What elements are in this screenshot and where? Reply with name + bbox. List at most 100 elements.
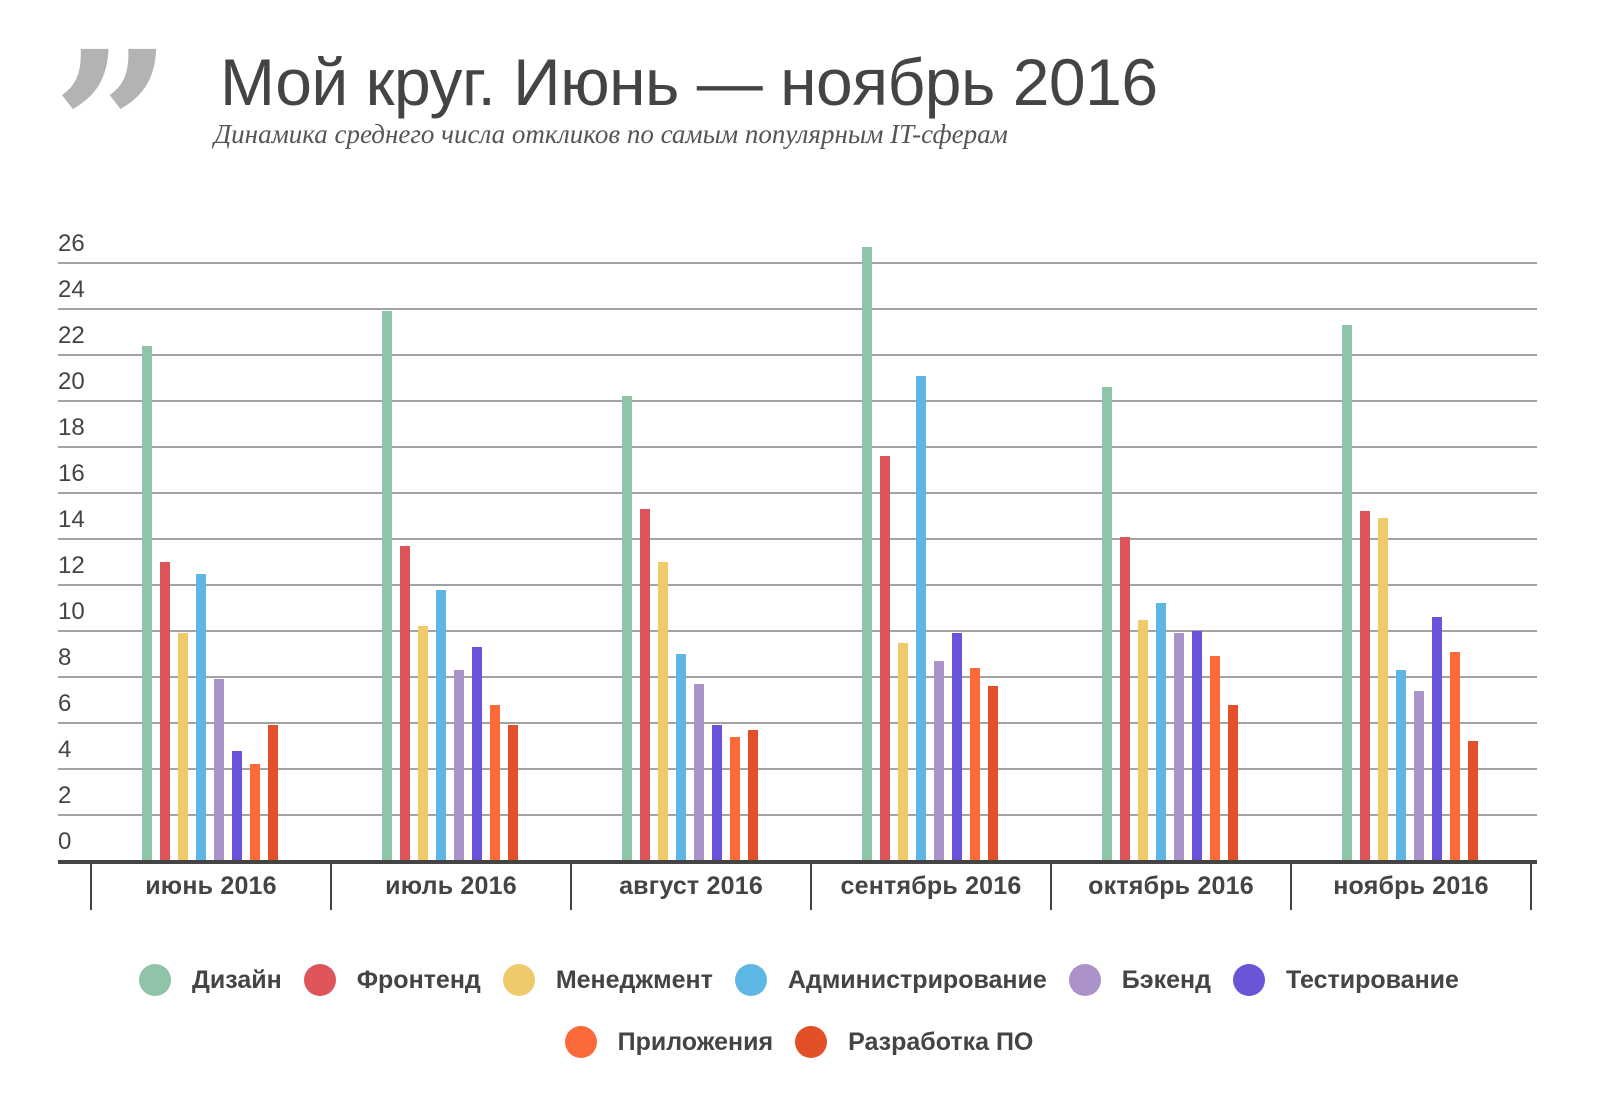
chart-title: Мой круг. Июнь — ноябрь 2016 (220, 45, 1158, 119)
y-axis-tick-label: 18 (58, 414, 85, 441)
bar-6-8 (1468, 741, 1478, 861)
x-axis-tick (1290, 862, 1292, 910)
x-axis-category-label: июнь 2016 (145, 872, 277, 900)
bar-2-3 (418, 626, 428, 861)
legend-item: Менеджмент (502, 964, 713, 996)
bar-5-6 (1192, 631, 1202, 861)
y-axis-tick-label: 22 (58, 322, 85, 349)
legend-item: Приложения (564, 1026, 774, 1058)
x-axis-category-label: август 2016 (619, 872, 763, 900)
y-axis-tick-label: 26 (58, 230, 85, 257)
gridline (58, 768, 1537, 770)
bar-2-7 (490, 704, 500, 861)
bar-chart-plot-area: 0 2 4 6 8 10 12 14 16 18 20 22 24 26 июнь 2016 июль 201… (58, 230, 1537, 910)
chart-subtitle: Динамика среднего числа откликов по самы… (214, 119, 1008, 149)
legend-item: Администрирование (734, 964, 1047, 996)
legend-label: Фронтенд (356, 965, 481, 994)
bar-3-1 (622, 396, 632, 861)
bar-6-6 (1432, 617, 1442, 861)
x-axis-tick (570, 862, 572, 910)
legend-item: Дизайн (139, 964, 282, 996)
x-axis-tick (810, 862, 812, 910)
bar-2-6 (472, 647, 482, 861)
x-axis-tick (90, 862, 92, 910)
x-axis-tick (330, 862, 332, 910)
bar-1-1 (142, 345, 152, 861)
bar-1-4 (196, 573, 206, 861)
y-axis-tick-label: 6 (58, 690, 72, 717)
bar-4-8 (988, 686, 998, 861)
legend-color-dot-icon (564, 1026, 597, 1058)
gridline (58, 400, 1537, 402)
x-axis-category-label: сентябрь 2016 (840, 872, 1022, 900)
legend-color-dot-icon (734, 964, 767, 996)
bar-3-2 (640, 509, 650, 861)
bar-3-7 (730, 736, 740, 861)
bar-5-5 (1174, 633, 1184, 861)
bar-2-4 (436, 589, 446, 861)
y-axis-tick-label: 20 (58, 368, 85, 395)
legend-label: Приложения (617, 1027, 774, 1056)
bar-1-7 (250, 764, 260, 861)
bar-6-3 (1378, 518, 1388, 861)
bar-3-5 (694, 683, 704, 861)
legend-item: Тестирование (1232, 964, 1459, 996)
gridline (58, 262, 1537, 264)
x-axis-line (58, 860, 1537, 864)
y-axis-tick-label: 2 (58, 782, 72, 809)
legend-item: Разработка ПО (795, 1026, 1033, 1058)
bar-2-1 (382, 311, 392, 861)
bar-1-3 (178, 633, 188, 861)
x-axis-tick (1530, 862, 1532, 910)
bar-3-6 (712, 725, 722, 861)
gridline (58, 584, 1537, 586)
y-axis-tick-label: 24 (58, 276, 85, 303)
bar-6-7 (1450, 651, 1460, 861)
gridline (58, 814, 1537, 816)
y-axis-tick-label: 10 (58, 598, 85, 625)
bar-5-8 (1228, 704, 1238, 861)
bar-2-5 (454, 670, 464, 861)
legend-label: Менеджмент (555, 965, 713, 994)
y-axis-tick-label: 0 (58, 828, 72, 855)
gridline (58, 676, 1537, 678)
bar-4-6 (952, 633, 962, 861)
bar-5-2 (1120, 536, 1130, 861)
legend-label: Бэкенд (1121, 965, 1211, 994)
bar-4-2 (880, 456, 890, 861)
bar-1-8 (268, 725, 278, 861)
x-axis-tick (1050, 862, 1052, 910)
legend-label: Разработка ПО (848, 1027, 1034, 1056)
bar-6-1 (1342, 325, 1352, 861)
x-axis-category-label: октябрь 2016 (1088, 872, 1254, 900)
bar-5-4 (1156, 603, 1166, 861)
y-axis-tick-label: 16 (58, 460, 85, 487)
y-axis-tick-label: 14 (58, 506, 85, 533)
bar-5-7 (1210, 656, 1220, 861)
bar-4-7 (970, 667, 980, 861)
gridline (58, 630, 1537, 632)
bar-5-3 (1138, 619, 1148, 861)
x-axis-category-label: ноябрь 2016 (1333, 872, 1489, 900)
gridline (58, 722, 1537, 724)
bar-1-6 (232, 750, 242, 861)
legend-color-dot-icon (1232, 964, 1265, 996)
bar-3-4 (676, 654, 686, 861)
legend-color-dot-icon (795, 1026, 828, 1058)
bar-4-1 (862, 246, 872, 861)
gridline (58, 354, 1537, 356)
legend-color-dot-icon (1068, 964, 1101, 996)
bar-5-1 (1102, 387, 1112, 861)
legend-item: Фронтенд (303, 964, 481, 996)
bar-6-2 (1360, 511, 1370, 861)
bar-1-2 (160, 562, 170, 861)
legend-label: Тестирование (1285, 965, 1459, 994)
y-axis-tick-label: 12 (58, 552, 85, 579)
bar-6-5 (1414, 690, 1424, 861)
bar-1-5 (214, 679, 224, 861)
y-axis-tick-label: 8 (58, 644, 72, 671)
gridline (58, 308, 1537, 310)
gridline (58, 446, 1537, 448)
y-axis-tick-label: 4 (58, 736, 72, 763)
x-axis-category-label: июль 2016 (385, 872, 517, 900)
